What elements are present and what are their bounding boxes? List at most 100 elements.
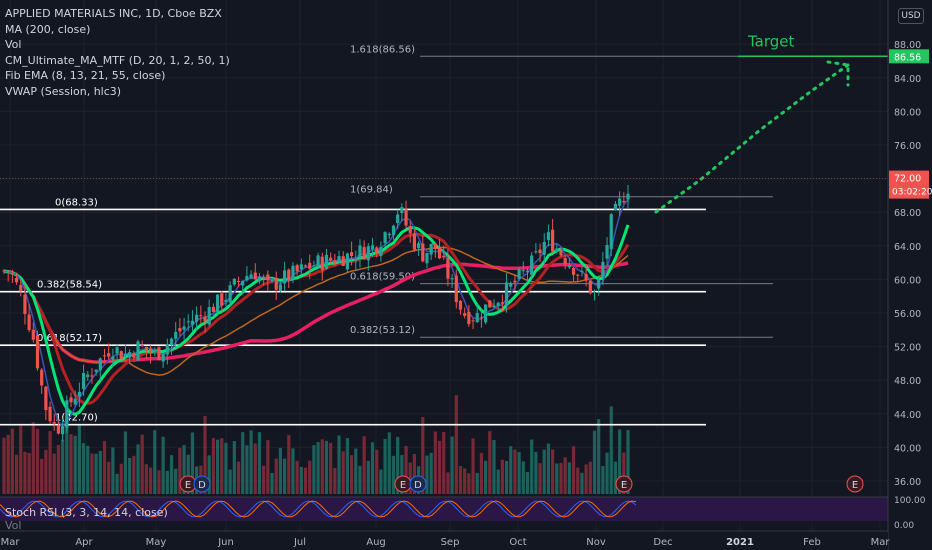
volume-bar [203,416,207,494]
x-tick-label: Jun [217,537,234,548]
projection-arrowhead [826,60,850,87]
target-label: Target [747,32,795,50]
volume-bar [61,439,65,494]
time-axis: Mar Apr May Jun Jul Aug Sep Oct Nov Dec 2021 Feb Mar [0,532,890,550]
volume-bar [425,455,429,494]
volume-bar [287,435,291,494]
fibonacci-levels: 0(68.33) 0.382(58.54) 0.618(52.17) 1(42.70)… [0,44,773,426]
stoch-rsi-panel [0,496,888,532]
y-tick-label: 84.00 [894,74,921,85]
candle-body [195,314,199,322]
volume-bar [618,429,622,494]
volume-bar [48,431,52,494]
candle-body [253,272,257,280]
volume-bar [492,439,496,494]
candle-body [521,270,525,272]
candle-body [551,229,555,252]
candle-body [27,314,31,331]
volume-bar [161,436,165,494]
volume-bar [517,452,521,494]
candle-body [161,353,165,362]
volume-bar [73,435,77,494]
indicator-cm-ultimate[interactable]: CM_Ultimate_MA_MTF (D, 20, 1, 2, 50, 1) [5,53,230,67]
candle-body [98,358,102,371]
candle-body [295,265,299,272]
candle-body [417,243,421,248]
candle-body [211,306,215,313]
candle-body [379,246,383,256]
event-letter: E [621,480,627,491]
stoch-rsi-label[interactable]: Stoch RSI (3, 3, 14, 14, close) [5,506,168,519]
volume-bar [580,472,584,494]
candle-body [404,209,408,226]
event-letter: E [185,480,191,491]
candle-body [421,243,425,262]
candle-body [504,282,509,306]
candle-body [383,232,387,244]
symbol-title[interactable]: APPLIED MATERIALS INC, 1D, Cboe BZX [5,7,222,20]
volume-bar [463,468,467,494]
candle-body [588,280,592,294]
volume-bar [525,471,530,494]
x-tick-label: Mar [871,537,891,548]
currency-button[interactable]: USD [898,8,924,24]
volume-bar [31,422,35,494]
candle-body [333,260,337,264]
volume-bar [249,430,253,494]
volume-bar [412,453,417,494]
indicator-fib-ema[interactable]: Fib EMA (8, 13, 21, 55, close) [5,69,166,82]
candle-body [19,285,23,292]
volume-bar [232,441,236,494]
candle-body [69,397,73,403]
candle-body [6,271,10,273]
volume-bar [433,431,437,494]
candle-body [35,335,40,369]
volume-bar [446,472,450,494]
candle-body [44,386,48,411]
volume-bar [312,445,316,494]
indicator-vol[interactable]: Vol [5,38,22,51]
candle-body [437,247,442,259]
candle-body [123,353,128,357]
candle-body [391,225,396,236]
volume-bar [274,458,278,494]
candle-body [144,346,148,351]
candle-body [538,249,542,254]
volume-bar [500,459,504,494]
indicator-ma[interactable]: MA (200, close) [5,22,91,36]
candle-body [408,226,412,234]
lower-vol-label: Vol [5,519,22,532]
chart-legend: APPLIED MATERIALS INC, 1D, Cboe BZX MA (… [5,6,230,99]
fib-level-label: 1(69.84) [350,185,393,196]
volume-bar [442,432,446,494]
volume-bar [102,441,107,494]
candle-body [442,255,446,258]
indicator-vwap[interactable]: VWAP (Session, hlc3) [5,84,122,98]
y-tick-label: 76.00 [894,141,921,152]
volume-bar [509,446,513,494]
volume-bar [542,449,546,494]
candle-body [190,320,195,325]
candle-body [23,294,27,314]
volume-bar [291,448,295,494]
candle-body [534,251,538,253]
candle-body [136,341,140,361]
volume-bar [165,470,169,494]
volume-bar [475,472,479,494]
candle-body [446,258,450,279]
volume-bar [324,440,329,494]
volume-bar [128,457,132,494]
volume-bar [584,464,588,494]
event-letter: D [414,480,422,491]
volume-bar [111,447,115,494]
candle-body [65,400,69,428]
volume-bar [567,462,571,494]
volume-bar [169,455,174,494]
candle-body [337,256,341,263]
cm-ultimate-ma-line [3,224,630,417]
candle-body [278,284,283,291]
y-tick-label: 60.00 [894,275,921,286]
target-projection: Target [0,32,888,214]
x-tick-label: Nov [586,537,606,548]
